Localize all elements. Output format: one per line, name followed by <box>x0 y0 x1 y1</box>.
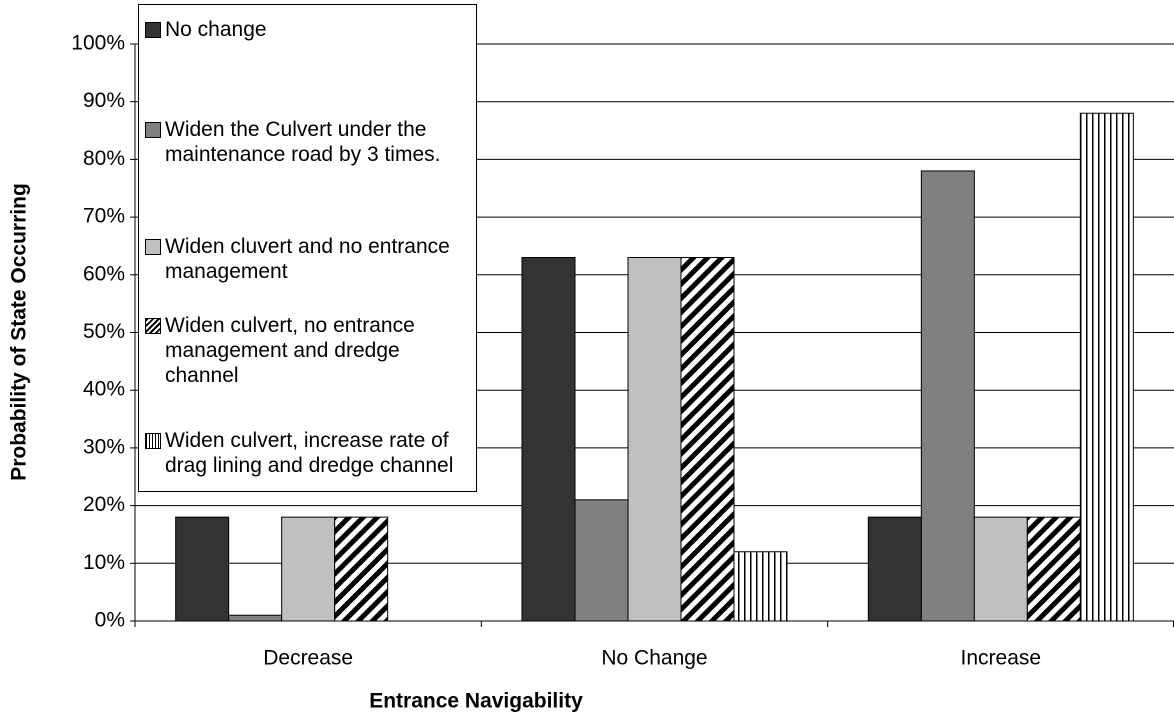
legend-swatch <box>145 318 161 334</box>
x-axis-label: Entrance Navigability <box>369 690 583 713</box>
y-tick-label: 40% <box>83 378 125 401</box>
legend-entry: Widen cluvert and no entrance management <box>145 234 470 284</box>
bar <box>281 516 336 622</box>
y-tick-label: 70% <box>83 205 125 228</box>
bar <box>228 614 283 622</box>
legend-swatch <box>145 122 161 138</box>
y-tick-label: 10% <box>83 551 125 574</box>
bar <box>334 516 389 622</box>
x-tick-label: Increase <box>961 647 1042 670</box>
legend-label: Widen the Culvert under the maintenance … <box>165 118 441 166</box>
y-axis-label: Probability of State Occurring <box>8 183 31 481</box>
y-tick-label: 0% <box>95 609 125 632</box>
bar <box>920 170 975 622</box>
bar <box>574 499 629 622</box>
legend-entry: No change <box>145 17 470 42</box>
legend-entry: Widen the Culvert under the maintenance … <box>145 117 470 167</box>
legend-swatch <box>145 239 161 255</box>
bar <box>867 516 922 622</box>
y-tick-label: 60% <box>83 262 125 285</box>
legend: No change Widen the Culvert under the mai… <box>138 4 477 492</box>
bar <box>1079 112 1134 622</box>
bar <box>973 516 1028 622</box>
legend-swatch <box>145 433 161 449</box>
legend-swatch <box>145 22 161 38</box>
x-tick-label: Decrease <box>263 647 353 670</box>
y-tick-label: 30% <box>83 435 125 458</box>
y-tick-label: 50% <box>83 320 125 343</box>
y-tick-label: 80% <box>83 147 125 170</box>
legend-entry: Widen culvert, increase rate of drag lin… <box>145 428 470 478</box>
bar <box>521 256 576 622</box>
x-tick-label: No Change <box>601 647 707 670</box>
bar <box>680 256 735 622</box>
legend-label: No change <box>165 18 267 41</box>
bar <box>175 516 230 622</box>
legend-label: Widen culvert, increase rate of drag lin… <box>165 429 454 477</box>
y-tick-label: 90% <box>83 89 125 112</box>
bar <box>733 551 788 622</box>
bar <box>1026 516 1081 622</box>
legend-label: Widen cluvert and no entrance management <box>165 235 450 283</box>
bar <box>627 256 682 622</box>
legend-label: Widen culvert, no entrance management an… <box>165 314 415 387</box>
legend-entry: Widen culvert, no entrance management an… <box>145 313 470 388</box>
y-tick-label: 100% <box>71 32 125 55</box>
y-tick-label: 20% <box>83 493 125 516</box>
